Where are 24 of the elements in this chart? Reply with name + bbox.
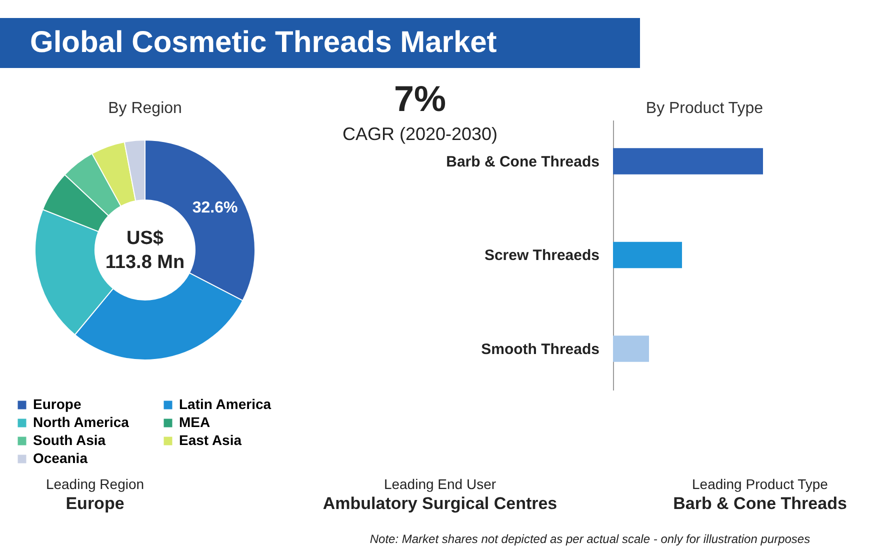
text: US$ 113.8 Mn	[105, 228, 185, 273]
legend-label: East Asia	[179, 432, 242, 448]
text: Leading Product Type	[691, 476, 829, 492]
chart-subtitle: By Region	[108, 100, 182, 117]
y-tick-label: Barb & Cone Threads	[446, 153, 600, 170]
legend-label: Latin America	[179, 396, 272, 412]
data-label: 32.6%	[192, 199, 238, 216]
text: Note: Market shares not depicted as per actual scale - only for illustration purposes	[368, 532, 812, 546]
text: 7%	[392, 78, 448, 120]
text: Barb & Cone Threads	[672, 494, 848, 514]
text: Ambulatory Surgical Centres	[322, 494, 558, 514]
y-tick-label: Smooth Threads	[481, 340, 600, 358]
y-tick-label: Screw Threaeds	[484, 247, 600, 264]
legend-label: North America	[33, 414, 130, 430]
legend-label: Europe	[33, 396, 82, 412]
chart-title: Global Cosmetic Threads Market	[0, 18, 640, 68]
text: Leading End User	[382, 476, 498, 492]
legend-label: Oceania	[33, 450, 88, 466]
legend-label: South Asia	[33, 432, 106, 448]
chart-title: By Product Type	[646, 100, 764, 117]
text: CAGR (2020-2030)	[341, 124, 499, 145]
text: Europe	[64, 494, 126, 514]
text: Leading Region	[44, 476, 146, 492]
legend-label: MEA	[179, 414, 210, 430]
